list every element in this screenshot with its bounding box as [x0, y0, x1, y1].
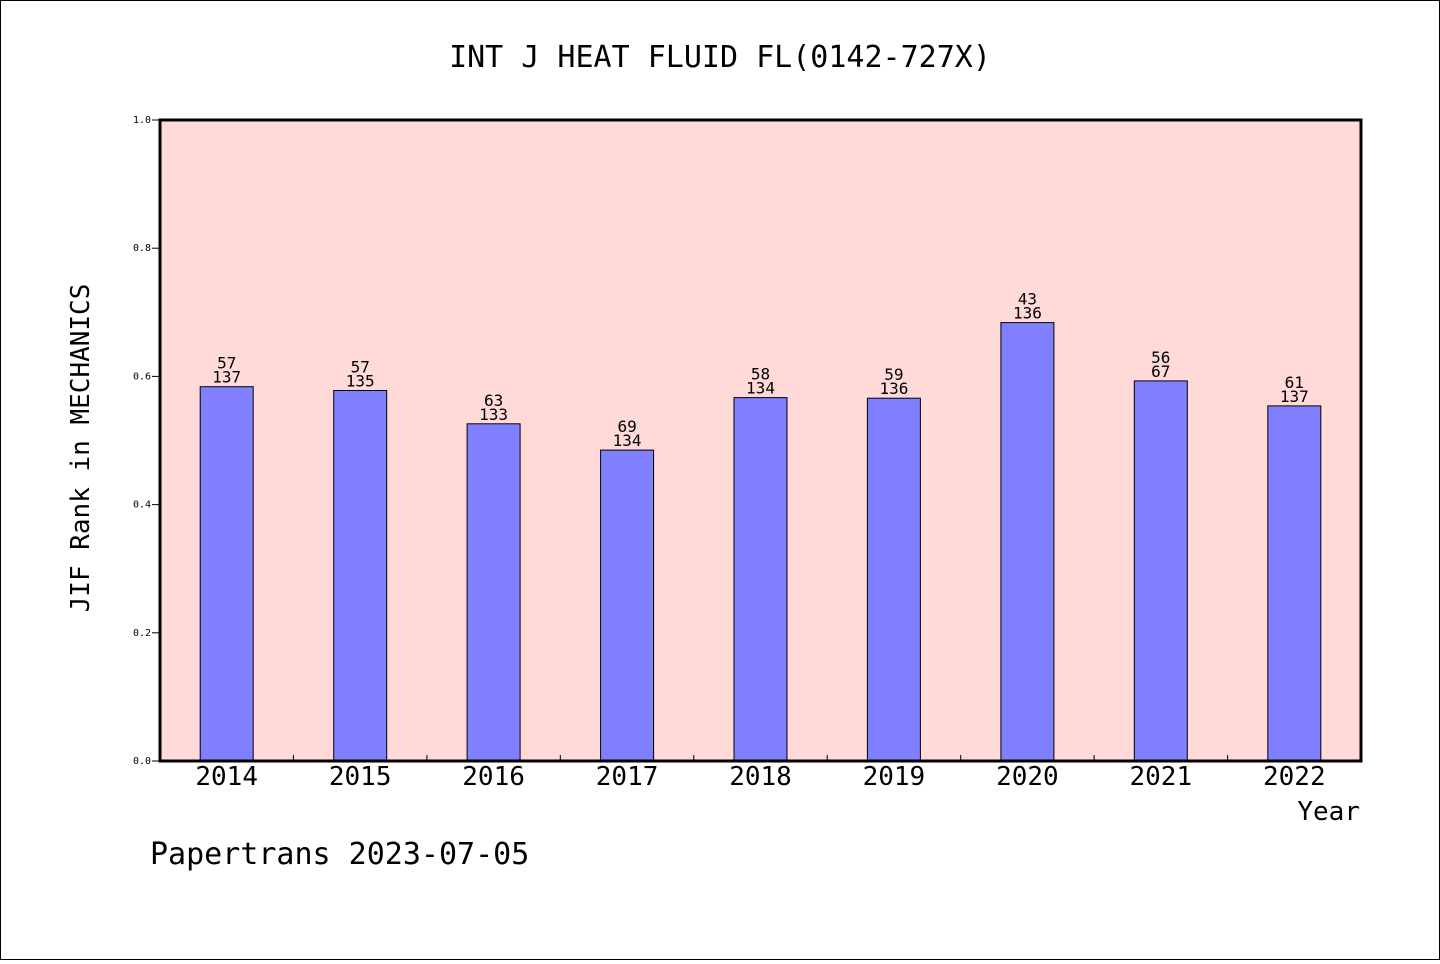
- bar-total-label: 137: [212, 368, 241, 387]
- bar-2020: [1000, 322, 1055, 762]
- bar-2022: [1267, 405, 1322, 762]
- x-tick-label: 2022: [1263, 762, 1326, 792]
- bar-rank-label: 59: [884, 365, 903, 384]
- bar-rank-label: 69: [617, 417, 636, 436]
- y-tick-label: 0.2: [133, 628, 151, 639]
- plot-frame: [158, 118, 1363, 763]
- bar-2017: [600, 449, 655, 762]
- bar-total-label: 136: [1013, 304, 1042, 323]
- bars-layer: 5713757135631336913458134591364313656676…: [199, 290, 1322, 762]
- y-tick-label: 0.0: [133, 756, 151, 767]
- y-tick-label: 0.4: [133, 500, 151, 511]
- bar-rank-label: 61: [1285, 373, 1304, 392]
- y-tick-label: 1.0: [133, 115, 151, 126]
- bar-2021: [1133, 380, 1188, 762]
- bar-total-label: 133: [479, 405, 508, 424]
- bar-total-label: 134: [613, 431, 642, 450]
- bar-2019: [866, 397, 921, 762]
- x-tick-label: 2016: [462, 762, 525, 792]
- x-axis-label: Year: [1297, 797, 1360, 827]
- x-tick-label: 2018: [729, 762, 792, 792]
- y-axis-label: JIF Rank in MECHANICS: [66, 284, 96, 613]
- bar-2016: [466, 423, 521, 762]
- bar-total-label: 134: [746, 379, 775, 398]
- bar-rank-label: 43: [1018, 290, 1037, 309]
- bar-rank-label: 57: [217, 354, 236, 373]
- bar-total-label: 136: [879, 379, 908, 398]
- y-tick-label: 0.6: [133, 371, 151, 382]
- x-tick-label: 2020: [996, 762, 1059, 792]
- chart-title: INT J HEAT FLUID FL(0142-727X): [449, 40, 991, 75]
- bar-2018: [733, 397, 788, 762]
- x-tick-label: 2015: [329, 762, 392, 792]
- x-tick-label: 2014: [195, 762, 258, 792]
- x-tick-label: 2021: [1129, 762, 1192, 792]
- bar-rank-label: 63: [484, 391, 503, 410]
- bar-rank-label: 56: [1151, 348, 1170, 367]
- y-tick-label: 0.8: [133, 243, 151, 254]
- footer-text: Papertrans 2023-07-05: [150, 837, 529, 872]
- bar-rank-label: 58: [751, 365, 770, 384]
- ticks-layer: 2014 2015 2016 2017 2018 2019 2020 2021 2022 0.0 0…: [133, 115, 1326, 792]
- bar-2015: [333, 390, 388, 762]
- bar-total-label: 135: [346, 372, 375, 391]
- x-tick-label: 2017: [596, 762, 659, 792]
- bar-2014: [199, 386, 254, 762]
- x-tick-label: 2019: [863, 762, 926, 792]
- bar-rank-label: 57: [351, 358, 370, 377]
- bar-total-label: 67: [1151, 362, 1170, 381]
- bar-total-label: 137: [1280, 387, 1309, 406]
